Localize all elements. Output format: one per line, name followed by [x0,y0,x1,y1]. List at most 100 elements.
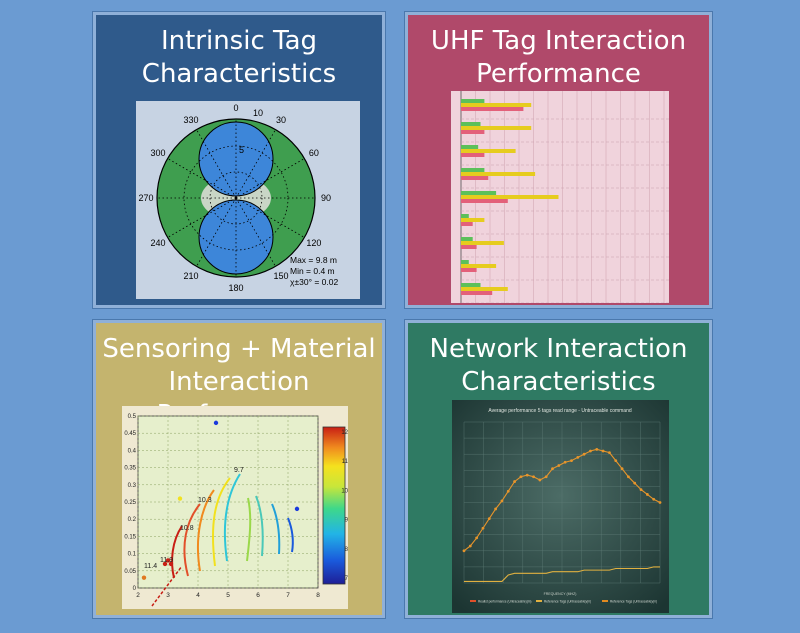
colorbar [322,426,346,585]
bar [461,176,489,180]
line-point [525,473,529,477]
y-tick-label: 0.2 [128,517,137,523]
line-point [506,489,510,493]
line-point [468,544,472,548]
polar-spoke [235,197,276,267]
title-line: Intrinsic Tag [160,26,318,56]
uhf-panel: UHF Tag Interaction Performance [405,12,712,308]
bar [461,260,469,264]
line-point [500,499,504,503]
bar-series [461,99,559,295]
contour-svg: 10.3 9.7 10.8 11.4 11.9 7 8 9 10 11 12 2 3 4 5 6 7… [124,414,349,607]
radial-label: 5 [239,145,244,155]
line-point [633,481,637,485]
line-point [563,460,567,464]
bar [461,107,524,111]
angle-label: 330 [183,115,198,125]
polar-plot: 0 30 60 90 120 150 180 210 240 270 300 330 5 10 Max… [136,101,360,299]
bar [461,268,477,272]
bar-chart [451,91,669,304]
contour-label: 11.4 [144,563,157,570]
radial-label: 10 [253,108,263,118]
line-chart: Average performance 5 tags read range - … [452,400,669,613]
title-line: Sensoring + Material [102,334,376,364]
scatter-point [141,575,147,580]
bar [461,218,485,222]
title-line: UHF Tag Interaction [430,26,687,56]
line-point [639,488,643,492]
panel-title: Intrinsic Tag Characteristics [96,25,382,91]
contour-plot: 10.3 9.7 10.8 11.4 11.9 7 8 9 10 11 12 2 3 4 5 6 7… [122,406,349,609]
contour-curve [171,525,183,579]
scatter-point [177,496,183,501]
contour-curve [223,473,241,562]
intrinsic-tag-panel: Intrinsic Tag Characteristics 0 30 60 90 120… [93,12,385,308]
y-tick-label: 0.3 [128,483,137,489]
legend: Realist performance (Untraceable)(m) Refe… [470,600,657,604]
contour-curve [255,495,264,557]
chart-title: Average performance 5 tags read range - … [488,408,632,414]
colorbar-ticks: 7 8 9 10 11 12 [341,430,348,582]
angle-label: 300 [151,148,166,158]
line-point [652,497,656,501]
x-tick-label: 4 [196,592,200,599]
bar [461,126,532,130]
line-point [513,480,516,483]
line-point [601,449,605,453]
polar-spoke [235,158,305,199]
line-point [626,475,630,479]
line-point [462,549,466,553]
network-panel: Network Interaction Characteristics Aver… [405,320,712,618]
line-point [645,493,649,496]
scatter-point [294,506,300,512]
contour-curve [197,489,215,572]
contour-curve [183,503,201,577]
line-point [570,459,573,463]
colorbar-tick: 11 [342,459,348,465]
colorbar-tick: 9 [345,518,348,524]
line-point [608,451,611,454]
bar [461,214,469,218]
series-realist [463,448,661,552]
line-point [519,475,523,479]
angle-label: 60 [309,148,319,158]
title-line: Characteristics [461,367,656,397]
axis-ticks: 2 3 4 5 6 7 8 0 0.05 0.1 0.15 0.2 0.25 0.3 0.35 0.4 0.45… [124,414,320,599]
contour-label: 11.9 [160,557,173,564]
legend-label: Realist performance (Untraceable)(m) [478,600,532,604]
legend-swatch [536,600,542,602]
legend-swatch [602,600,608,602]
x-tick-label: 5 [226,592,230,599]
polar-svg: 0 30 60 90 120 150 180 210 240 270 300 330 5 10 Max… [138,103,338,293]
stat-min: Min = 0.4 m [290,266,335,276]
line-point [481,526,485,530]
title-line: Network Interaction [429,334,688,364]
y-tick-label: 0 [133,586,137,592]
legend-swatch [470,600,476,602]
bar [461,172,536,176]
polar-spoke [196,197,237,267]
bar [461,153,485,157]
legend-label: Reference Tags (Untraceable)(m) [610,600,657,604]
colorbar-tick: 10 [341,488,348,494]
polar-angle-labels: 0 30 60 90 120 150 180 210 240 270 300 330 [138,103,331,293]
x-tick-label: 2 [136,592,140,599]
angle-label: 210 [183,271,198,281]
line-point [532,475,535,479]
bar [461,103,532,107]
panel-title: Network Interaction Characteristics [408,333,709,399]
y-tick-label: 0.5 [128,414,137,420]
contour-curve [212,477,231,567]
y-tick-label: 0.35 [124,466,136,472]
bar [461,195,559,199]
bar [461,287,508,291]
bar [461,237,473,241]
sensor-panel: Sensoring + Material Interaction Perform… [93,320,385,618]
bar [461,149,516,153]
polar-grid [157,119,315,277]
polar-ring [209,171,263,225]
angle-label: 240 [151,238,166,248]
chart-background [452,400,669,613]
line-point [551,467,554,471]
stat-max: Max = 9.8 m [290,255,337,265]
